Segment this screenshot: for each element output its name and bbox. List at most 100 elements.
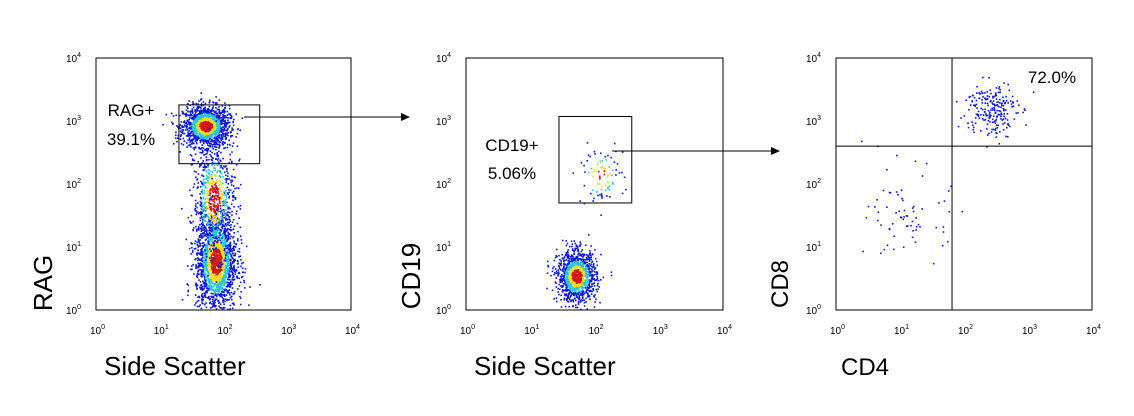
- event-dot: [201, 193, 204, 195]
- event-dot: [233, 261, 235, 263]
- event-dot: [195, 286, 198, 288]
- event-dot: [596, 277, 599, 279]
- event-dot: [218, 292, 221, 294]
- event-dot: [200, 92, 202, 94]
- event-dot: [194, 199, 197, 202]
- event-dot: [202, 121, 205, 124]
- event-dot: [226, 223, 229, 226]
- event-dot: [220, 262, 222, 265]
- event-dot: [211, 137, 214, 139]
- event-dot: [214, 230, 217, 232]
- event-dot: [208, 230, 210, 232]
- event-dot: [231, 192, 234, 194]
- event-dot: [165, 113, 168, 116]
- event-dot: [192, 132, 195, 135]
- event-dot: [600, 253, 602, 256]
- event-dot: [216, 241, 218, 243]
- event-dot: [224, 147, 227, 149]
- event-dot: [228, 161, 231, 164]
- event-dot: [215, 252, 217, 254]
- event-dot: [190, 242, 192, 244]
- event-dot: [199, 110, 202, 112]
- event-dot: [198, 262, 201, 265]
- event-dot: [208, 219, 210, 221]
- event-dot: [205, 276, 207, 279]
- event-dot: [236, 187, 238, 189]
- event-dot: [215, 232, 217, 235]
- event-dot: [231, 195, 234, 197]
- event-dot: [201, 260, 204, 263]
- event-dot: [197, 160, 199, 163]
- event-dot: [190, 110, 192, 113]
- event-dot: [206, 290, 208, 292]
- event-dot: [217, 129, 219, 131]
- event-dot: [180, 134, 182, 136]
- event-dot: [229, 220, 231, 222]
- event-dot: [229, 261, 232, 264]
- event-dot: [210, 262, 212, 265]
- event-dot: [195, 111, 197, 114]
- event-dot: [199, 200, 202, 203]
- event-dot: [221, 287, 223, 290]
- event-dot: [565, 273, 568, 275]
- event-dot: [209, 111, 212, 114]
- event-dot: [216, 282, 218, 284]
- event-dot: [554, 256, 557, 259]
- event-dot: [210, 192, 212, 194]
- event-dot: [206, 222, 209, 224]
- event-dot: [222, 251, 225, 253]
- event-dot: [241, 117, 244, 119]
- event-dot: [228, 191, 230, 194]
- event-dot: [584, 286, 587, 288]
- event-dot: [569, 296, 571, 298]
- event-dot: [208, 185, 211, 188]
- event-dot: [184, 129, 187, 131]
- event-dot: [568, 283, 570, 286]
- event-dot: [589, 250, 591, 252]
- event-dot: [223, 269, 225, 272]
- event-dot: [214, 260, 217, 263]
- event-dot: [221, 284, 223, 287]
- event-dot: [218, 161, 220, 164]
- event-dot: [196, 244, 199, 247]
- event-dot: [596, 284, 599, 287]
- event-dot: [593, 296, 596, 298]
- event-dot: [229, 245, 231, 247]
- event-dot: [610, 274, 613, 277]
- event-dot: [195, 228, 198, 231]
- event-dot: [580, 281, 583, 284]
- event-dot: [205, 113, 208, 115]
- event-dot: [199, 140, 202, 142]
- event-dot: [204, 256, 206, 258]
- gate-label-name: RAG+: [108, 101, 155, 120]
- event-dot: [216, 292, 218, 295]
- event-dot: [201, 174, 204, 177]
- event-dot: [575, 247, 578, 250]
- event-dot: [226, 168, 228, 170]
- event-dot: [593, 265, 595, 268]
- event-dot: [223, 266, 226, 269]
- event-dot: [237, 238, 239, 240]
- event-dot: [220, 263, 223, 266]
- event-dot: [191, 139, 194, 141]
- event-dot: [219, 234, 221, 236]
- event-dot: [202, 109, 205, 112]
- event-dot: [195, 121, 197, 123]
- event-dot: [587, 276, 589, 278]
- event-dot: [202, 227, 204, 229]
- event-dot: [217, 143, 220, 146]
- event-dot: [188, 100, 190, 102]
- event-dot: [215, 197, 218, 200]
- event-dot: [228, 248, 230, 251]
- event-dot: [198, 110, 201, 113]
- x-tick-label: 101: [154, 324, 169, 337]
- event-dot: [567, 276, 569, 278]
- event-dot: [211, 232, 214, 234]
- event-dot: [200, 111, 203, 114]
- event-dot: [566, 253, 568, 256]
- event-dot: [556, 255, 558, 258]
- event-dot: [212, 289, 215, 291]
- event-dot: [200, 180, 202, 183]
- event-dot: [197, 182, 199, 184]
- event-dot: [233, 196, 235, 199]
